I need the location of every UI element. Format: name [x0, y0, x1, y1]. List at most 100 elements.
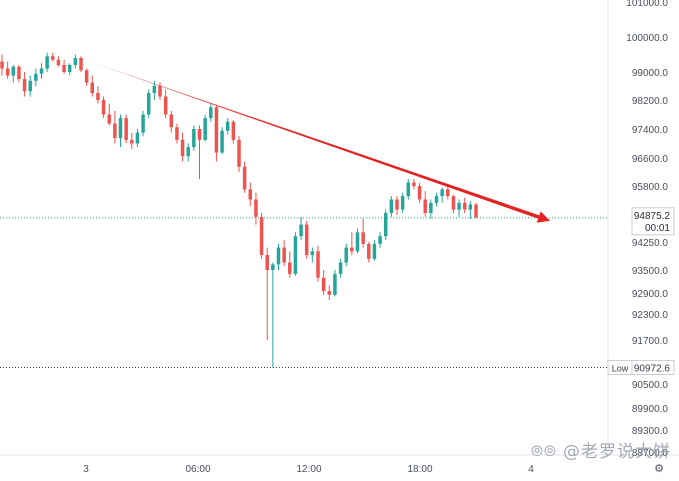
candle-body: [395, 199, 399, 210]
candle-body: [135, 132, 140, 144]
candle-body: [304, 224, 309, 256]
y-tick-label: 88700.0: [632, 448, 669, 459]
settings-gear-icon: ⚙: [654, 463, 664, 475]
candle-body: [11, 66, 16, 76]
candle-body: [45, 56, 49, 69]
candle-body: [203, 118, 207, 140]
candle-body: [242, 166, 247, 190]
candle-body: [293, 236, 298, 274]
candle-body: [468, 204, 473, 210]
candle-body: [192, 129, 196, 148]
candle-body: [124, 118, 128, 140]
candle-body: [146, 93, 151, 115]
candle-body: [158, 86, 162, 97]
candle-body: [175, 127, 179, 140]
y-tick-label: 92900.0: [632, 289, 669, 300]
candle-body: [90, 82, 95, 93]
candle-body: [440, 189, 444, 197]
candle-body: [152, 86, 157, 93]
candle-body: [355, 232, 360, 252]
candle-body: [400, 196, 405, 210]
x-tick-label: 3: [83, 464, 89, 475]
last-price-label: 94875.2: [634, 211, 671, 222]
x-tick-label: 4: [528, 464, 534, 475]
candle-body: [130, 139, 134, 144]
candle-body: [51, 56, 55, 60]
wechat-icon: ⦾⦾: [530, 442, 557, 460]
candle-body: [197, 129, 202, 140]
candle-body: [389, 199, 394, 213]
candle-body: [288, 262, 292, 274]
candle-body: [209, 107, 213, 119]
candle-body: [22, 79, 27, 92]
candle-body: [451, 196, 456, 210]
candle-body: [248, 189, 253, 200]
candle-body: [462, 202, 467, 210]
y-tick-label: 89900.0: [632, 404, 669, 415]
y-tick-label: 95800.0: [632, 182, 669, 193]
y-tick-label: 92300.0: [632, 310, 669, 321]
candle-body: [17, 66, 21, 79]
candle-body: [214, 107, 219, 153]
candle-body: [5, 68, 10, 76]
candle-body: [457, 202, 461, 210]
low-value: 90972.6: [634, 363, 671, 374]
last-price-box: [631, 207, 675, 236]
candle-body: [79, 58, 83, 71]
candle-body: [56, 59, 61, 65]
trend-line: [69, 54, 544, 221]
candle-body: [276, 247, 281, 265]
candle-body: [434, 196, 439, 203]
candle-body: [321, 277, 326, 292]
candle-body: [231, 121, 236, 140]
candle-body: [338, 262, 343, 274]
candle-body: [474, 204, 478, 218]
candle-body: [446, 189, 450, 197]
x-tick-label: 18:00: [407, 464, 432, 475]
trend-arrow-head: [536, 211, 551, 223]
candle-body: [67, 65, 72, 72]
y-tick-label: 93500.0: [632, 266, 669, 277]
candle-body: [350, 247, 354, 252]
y-tick-label: 100000.0: [626, 33, 668, 44]
y-tick-label: 89300.0: [632, 426, 669, 437]
candle-body: [220, 130, 224, 153]
candle-body: [378, 236, 382, 244]
candle-body: [180, 139, 185, 157]
candle-body: [39, 68, 44, 74]
candle-body: [118, 118, 123, 139]
countdown-label: 00:01: [645, 223, 670, 234]
x-tick-label: 12:00: [296, 464, 321, 475]
candle-body: [383, 213, 388, 237]
y-tick-label: 91700.0: [632, 336, 669, 347]
x-tick-label: 06:00: [185, 464, 210, 475]
candle-body: [107, 114, 111, 124]
candle-body: [84, 70, 89, 83]
low-label: Low: [612, 363, 629, 373]
candle-body: [259, 216, 264, 256]
candle-body: [282, 247, 286, 263]
candle-body: [0, 61, 4, 69]
candle-body: [417, 186, 422, 200]
y-tick-label: 97400.0: [632, 125, 669, 136]
candle-body: [327, 291, 332, 295]
candle-body: [225, 121, 230, 131]
candle-body: [186, 147, 190, 157]
y-tick-label: 96600.0: [632, 154, 669, 165]
candle-body: [141, 114, 145, 133]
candle-body: [344, 247, 348, 263]
candle-body: [299, 224, 303, 237]
candle-body: [163, 96, 168, 115]
candle-body: [113, 123, 117, 139]
candle-body: [406, 182, 411, 197]
y-tick-label: 99000.0: [632, 68, 669, 79]
candle-body: [28, 80, 32, 92]
candle-body: [361, 232, 365, 244]
candle-body: [412, 182, 416, 186]
candle-body: [265, 255, 269, 270]
candle-body: [429, 202, 433, 213]
candle-body: [254, 199, 258, 217]
candle-body: [101, 100, 106, 115]
